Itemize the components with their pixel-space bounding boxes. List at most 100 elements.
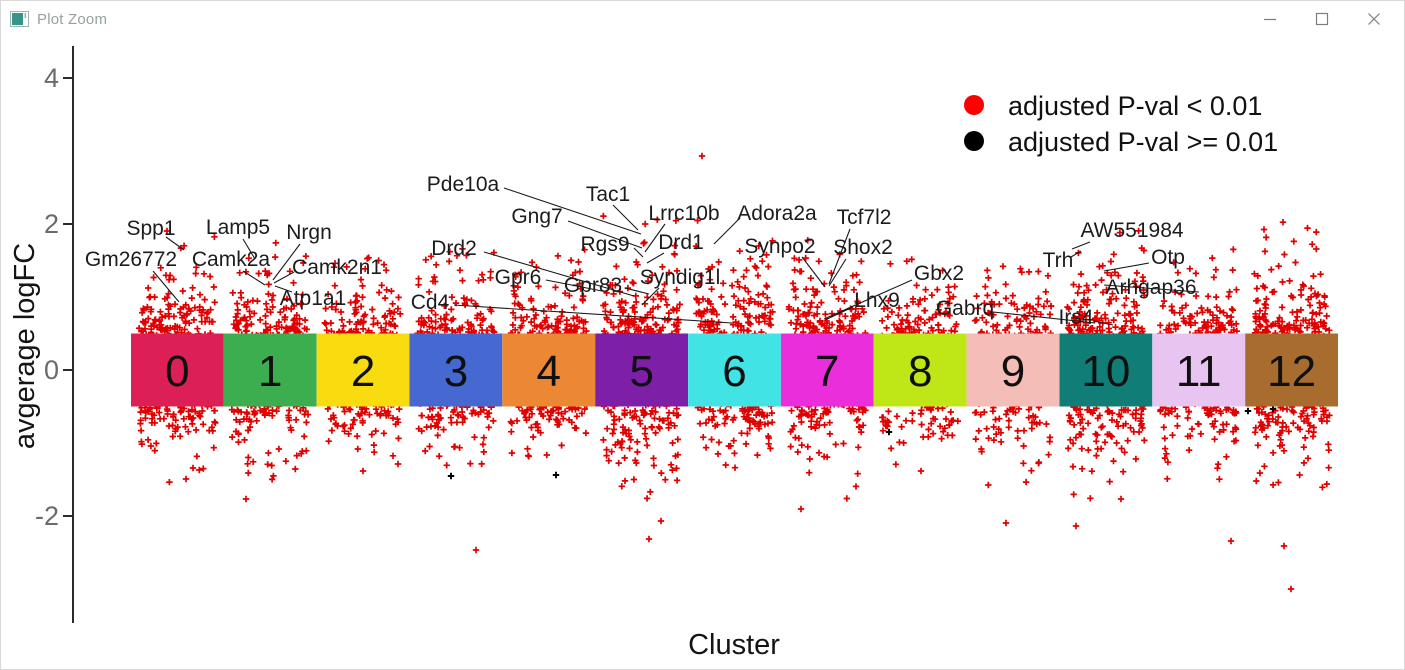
gene-label-Cd4: Cd4 — [411, 291, 450, 314]
scatter-black-path — [447, 405, 1277, 480]
leader-line-Lamp5 — [242, 238, 256, 260]
cluster-number-2: 2 — [351, 347, 375, 396]
gene-label-Synpo2: Synpo2 — [744, 235, 815, 258]
y-axis-title: avgerage logFC — [9, 243, 41, 449]
leader-line-Nrgn — [272, 243, 301, 281]
cluster-number-12: 12 — [1267, 347, 1316, 396]
legend: adjusted P-val < 0.01 adjusted P-val >= … — [964, 91, 1278, 157]
gene-label-Gm26772: Gm26772 — [85, 248, 177, 271]
x-axis-title: Cluster — [688, 629, 780, 661]
scatter-red-path — [135, 152, 1333, 593]
gene-label-Shox2: Shox2 — [833, 236, 893, 259]
legend-label-significant: adjusted P-val < 0.01 — [1008, 91, 1262, 121]
cluster-block-6 — [688, 333, 781, 407]
window-title: Plot Zoom — [37, 10, 108, 28]
leader-line-Tcf7l2 — [828, 228, 851, 285]
gene-label-Tac1: Tac1 — [586, 183, 630, 206]
gene-label-Arhgap36: Arhgap36 — [1105, 276, 1196, 299]
scatter-points-nonsignificant — [447, 405, 1277, 480]
maximize-button[interactable] — [1296, 1, 1348, 37]
cluster-block-7 — [780, 333, 874, 407]
cluster-block-4 — [502, 333, 596, 407]
minimize-button[interactable] — [1244, 1, 1296, 37]
gene-label-Gbx2: Gbx2 — [914, 262, 964, 285]
leader-line-Synpo2 — [801, 256, 826, 288]
leader-line-Trh — [1070, 250, 1082, 258]
leader-line-Irs4 — [1092, 320, 1114, 326]
gene-label-Gng7: Gng7 — [511, 205, 562, 228]
gene-label-Drd1: Drd1 — [658, 231, 704, 254]
title-bar: Plot Zoom — [1, 1, 1404, 37]
leader-line-Gabrq — [992, 311, 1096, 324]
gene-label-Otp: Otp — [1151, 246, 1185, 269]
cluster-number-7: 7 — [815, 347, 839, 396]
gene-label-Nrgn: Nrgn — [286, 221, 332, 244]
y-tick-label-4: 4 — [44, 63, 59, 93]
y-tick-label-0: 0 — [44, 355, 59, 385]
cluster-number-10: 10 — [1081, 347, 1130, 396]
leader-line-Lrrc10b — [644, 223, 666, 253]
legend-dot-significant — [964, 95, 984, 115]
gene-label-Camk2a: Camk2a — [192, 248, 271, 271]
gene-leader-lines — [152, 187, 1150, 324]
leader-line-Camk2n1 — [273, 271, 295, 284]
cluster-number-4: 4 — [537, 347, 561, 396]
y-tick-label-n2: -2 — [35, 501, 59, 531]
gene-label-Gpr83: Gpr83 — [564, 274, 622, 297]
leader-line-Arhgap36 — [1103, 284, 1200, 293]
cluster-block-8 — [873, 333, 967, 407]
gene-label-Irs4: Irs4 — [1058, 306, 1093, 329]
plot-window-icon — [10, 11, 29, 27]
gene-leader-lines-over — [992, 284, 1200, 326]
cluster-number-8: 8 — [908, 347, 932, 396]
gene-label-Spp1: Spp1 — [126, 217, 175, 240]
leader-line-Rgs9 — [633, 247, 644, 258]
gene-label-Lamp5: Lamp5 — [206, 216, 270, 239]
leader-line-Gm26772 — [152, 270, 180, 303]
scatter-points-significant — [135, 152, 1333, 593]
cluster-block-2 — [316, 333, 410, 407]
gene-label-Rgs9: Rgs9 — [580, 233, 629, 256]
gene-label-Trh: Trh — [1043, 249, 1074, 272]
leader-line-Tac1 — [612, 204, 639, 231]
close-button[interactable] — [1348, 1, 1400, 37]
cluster-block-12 — [1245, 333, 1338, 407]
leader-line-Gng7 — [567, 220, 643, 249]
leader-line-Spp1 — [165, 236, 185, 251]
leader-line-Cd4 — [453, 304, 733, 324]
cluster-number-11: 11 — [1176, 347, 1222, 396]
gene-label-Camk2n1: Camk2n1 — [292, 256, 382, 279]
gene-label-Tcf7l2: Tcf7l2 — [837, 206, 892, 229]
cluster-number-0: 0 — [165, 347, 189, 396]
leader-line-Gbx2 — [823, 279, 913, 320]
y-tick-label-2: 2 — [44, 209, 59, 239]
cluster-number-3: 3 — [444, 347, 468, 396]
cluster-number-1: 1 — [258, 347, 282, 396]
gene-labels: Spp1 Gm26772 Lamp5 Camk2a Nrgn Camk2n1 Atp1a1 P… — [85, 173, 1197, 329]
cluster-band: 0 1 2 3 4 5 6 7 8 9 10 11 12 — [131, 333, 1338, 407]
leader-line-Drd1 — [646, 252, 665, 264]
cluster-block-0 — [131, 333, 224, 407]
leader-line-AW551984 — [1071, 241, 1091, 250]
cluster-block-10 — [1059, 333, 1153, 407]
gene-label-Drd2: Drd2 — [431, 237, 477, 260]
gene-label-Gabrq: Gabrq — [936, 297, 994, 320]
gene-label-Lhx9: Lhx9 — [854, 289, 900, 312]
gene-label-Gpr6: Gpr6 — [495, 266, 542, 289]
y-axis-tick-marks — [63, 77, 73, 517]
window-controls — [1244, 1, 1400, 37]
leader-line-Drd2 — [483, 251, 635, 297]
leader-line-Camk2a — [242, 270, 266, 286]
legend-dot-nonsignificant — [964, 131, 984, 151]
leader-line-Adora2a — [713, 217, 741, 245]
cluster-block-1 — [223, 333, 317, 407]
leader-line-Gpr83 — [624, 287, 650, 295]
cluster-number-9: 9 — [1001, 347, 1025, 396]
cluster-number-6: 6 — [722, 347, 746, 396]
cluster-number-5: 5 — [629, 347, 653, 396]
gene-label-Syndig1l: Syndig1l — [640, 266, 721, 289]
gene-label-Adora2a: Adora2a — [737, 202, 817, 225]
cluster-block-5 — [595, 333, 688, 407]
